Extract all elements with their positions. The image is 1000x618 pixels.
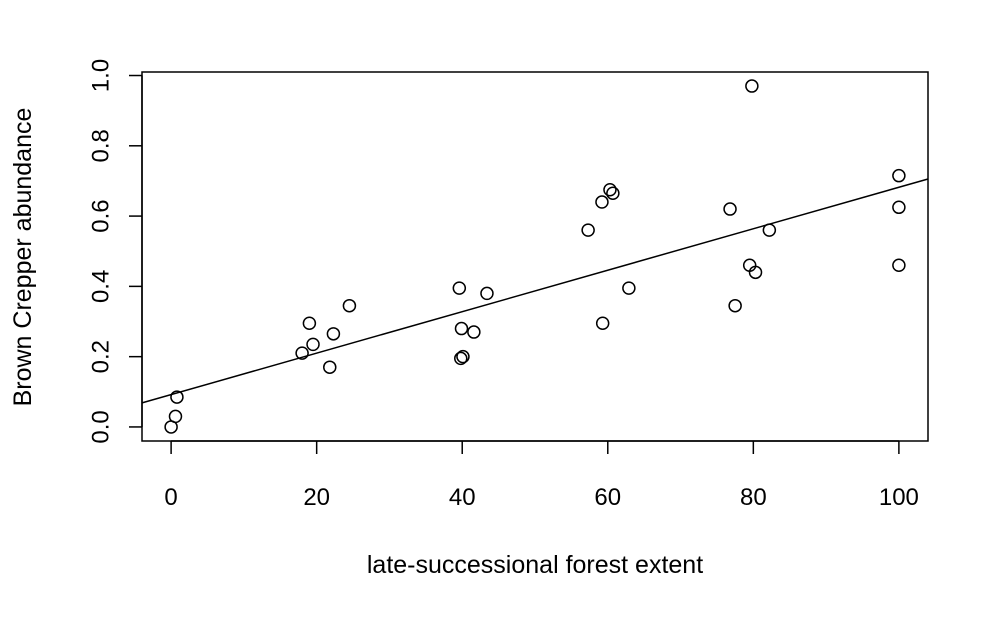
x-tick-label: 100: [879, 484, 919, 511]
y-tick-label: 0.0: [87, 410, 114, 443]
x-axis-title: late-successional forest extent: [367, 551, 703, 579]
data-point: [302, 316, 317, 331]
data-point: [168, 409, 183, 424]
data-point: [452, 281, 467, 295]
x-tick-label: 80: [740, 484, 767, 511]
data-point: [480, 286, 494, 301]
data-point: [454, 321, 469, 336]
data-point: [723, 202, 737, 216]
data-point: [456, 349, 470, 364]
plot-frame: [141, 71, 929, 442]
data-point: [595, 195, 609, 209]
y-tick-label: 0.4: [87, 270, 114, 303]
fit-line: [141, 178, 929, 404]
x-axis: 0 20 40 60 80 100: [164, 440, 919, 511]
data-point: [467, 325, 481, 339]
data-point: [603, 182, 617, 197]
data-point: [306, 337, 320, 352]
y-tick-label: 0.2: [87, 340, 114, 373]
data-point: [295, 346, 309, 360]
data-point: [745, 79, 759, 93]
data-point: [892, 200, 906, 215]
data-point: [581, 223, 595, 237]
data-point: [323, 360, 337, 374]
data-point: [892, 258, 906, 273]
regression-line: [141, 178, 929, 404]
x-tick-label: 40: [449, 484, 476, 511]
y-tick-label: 1.0: [87, 59, 114, 92]
data-point: [748, 265, 763, 280]
y-axis-title: Brown Crepper abundance: [9, 108, 37, 407]
y-axis: 0.0 0.2 0.4 0.6 0.8 1.0: [87, 59, 143, 444]
data-point: [342, 298, 357, 313]
data-point: [170, 390, 184, 404]
data-point: [595, 316, 610, 331]
y-tick-label: 0.8: [87, 129, 114, 162]
y-tick-label: 0.6: [87, 199, 114, 232]
data-points: [164, 79, 906, 434]
data-point: [892, 168, 906, 183]
data-point: [454, 351, 468, 366]
data-point: [728, 298, 742, 313]
data-point: [606, 186, 620, 200]
x-tick-label: 20: [303, 484, 330, 511]
data-point: [622, 281, 636, 295]
data-point: [326, 327, 341, 341]
x-tick-label: 0: [164, 484, 177, 511]
x-tick-label: 60: [594, 484, 621, 511]
plot-border: [141, 71, 929, 442]
